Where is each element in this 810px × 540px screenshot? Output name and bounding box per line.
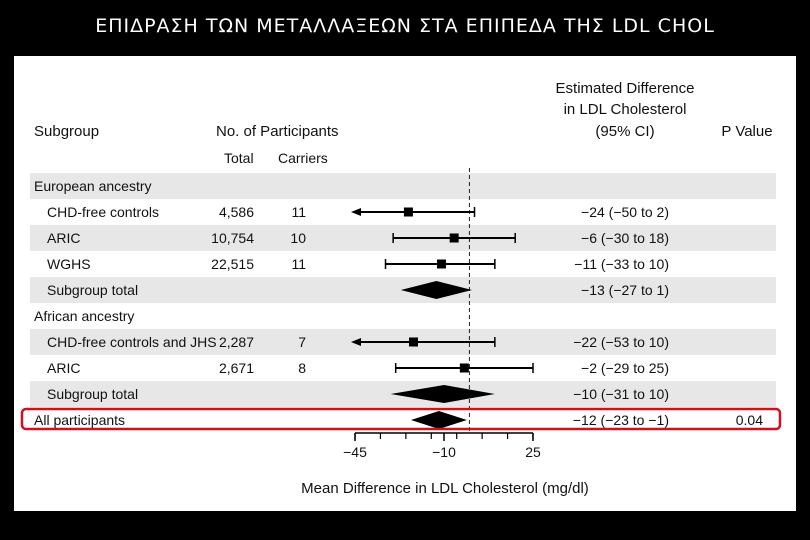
row-total: 2,287 <box>219 334 254 350</box>
row-total: 2,671 <box>219 360 254 376</box>
header-subgroup: Subgroup <box>34 123 99 140</box>
point-estimate-square <box>408 337 418 347</box>
row-label: CHD-free controls <box>47 204 159 220</box>
row-estimate-ci: −24 (−50 to 2) <box>581 204 669 220</box>
x-tick-label: −10 <box>432 444 456 460</box>
pooled-estimate-diamond <box>390 385 495 403</box>
row-carriers: 8 <box>298 360 306 376</box>
row-carriers: 11 <box>291 256 306 272</box>
row-estimate-ci: −10 (−31 to 10) <box>573 386 669 402</box>
point-estimate-square <box>436 259 446 269</box>
row-total: 10,754 <box>211 230 254 246</box>
ci-arrow-left <box>351 208 361 216</box>
row-estimate-ci: −11 (−33 to 10) <box>574 256 669 272</box>
x-tick-label: −45 <box>343 444 367 460</box>
point-estimate-square <box>449 233 459 243</box>
row-label: Subgroup total <box>47 282 138 298</box>
row-label: ARIC <box>47 230 80 246</box>
row-band <box>30 173 776 199</box>
row-estimate-ci: −2 (−29 to 25) <box>581 360 669 376</box>
row-estimate-ci: −6 (−30 to 18) <box>581 230 669 246</box>
header-participants: No. of Participants <box>216 123 339 140</box>
header-estimate-line1: Estimated Difference <box>556 80 695 97</box>
row-total: 4,586 <box>219 204 254 220</box>
row-estimate-ci: −13 (−27 to 1) <box>581 282 669 298</box>
point-estimate-square <box>459 363 469 373</box>
row-pvalue: 0.04 <box>736 412 763 428</box>
row-carriers: 10 <box>290 230 306 246</box>
x-axis-label: Mean Difference in LDL Cholesterol (mg/d… <box>301 480 589 497</box>
row-estimate-ci: −12 (−23 to −1) <box>573 412 669 428</box>
ci-arrow-left <box>351 338 361 346</box>
row-estimate-ci: −22 (−53 to 10) <box>573 334 669 350</box>
header-estimate-line2: in LDL Cholesterol <box>564 101 687 118</box>
forest-plot: Subgroup No. of Participants Total Carri… <box>20 80 782 497</box>
header-carriers: Carriers <box>278 150 328 166</box>
row-carriers: 11 <box>291 204 306 220</box>
forest-rows: European ancestry CHD-free controls 4,586 1… <box>34 178 763 429</box>
header-total: Total <box>224 150 254 166</box>
row-label: CHD-free controls and JHS <box>47 334 217 350</box>
slide-title: ΕΠΙΔΡΑΣΗ ΤΩΝ ΜΕΤΑΛΛΑΞΕΩΝ ΣΤΑ ΕΠΙΠΕΔΑ ΤΗΣ… <box>95 15 715 37</box>
x-tick-label: 25 <box>525 444 541 460</box>
all-participants-highlight-box <box>20 407 782 431</box>
row-label: All participants <box>34 412 125 428</box>
row-carriers: 7 <box>298 334 306 350</box>
row-label: Subgroup total <box>47 386 138 402</box>
x-axis: −45 −10 25 <box>343 432 541 460</box>
pooled-estimate-diamond <box>400 281 472 299</box>
point-estimate-square <box>403 207 413 217</box>
row-label: WGHS <box>47 256 91 272</box>
header-estimate-line3: (95% CI) <box>595 123 654 140</box>
row-total: 22,515 <box>211 256 254 272</box>
row-label: European ancestry <box>34 178 152 194</box>
header-pvalue: P Value <box>721 123 772 140</box>
row-label: African ancestry <box>34 308 134 324</box>
pooled-estimate-diamond <box>410 411 467 429</box>
forest-plot-panel: Subgroup No. of Participants Total Carri… <box>14 56 796 511</box>
row-label: ARIC <box>47 360 80 376</box>
